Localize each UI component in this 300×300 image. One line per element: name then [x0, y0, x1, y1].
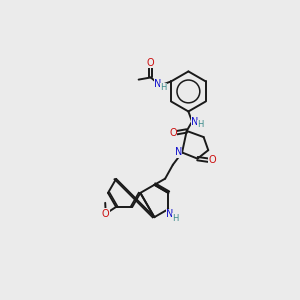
Text: H: H [197, 120, 204, 129]
Text: O: O [208, 155, 216, 165]
Text: N: N [175, 148, 182, 158]
Text: O: O [102, 208, 110, 219]
Text: N: N [191, 117, 199, 127]
Text: N: N [154, 79, 162, 89]
Text: O: O [169, 128, 177, 138]
Text: H: H [172, 214, 178, 223]
Text: O: O [147, 58, 154, 68]
Text: H: H [160, 83, 167, 92]
Text: N: N [166, 209, 174, 220]
